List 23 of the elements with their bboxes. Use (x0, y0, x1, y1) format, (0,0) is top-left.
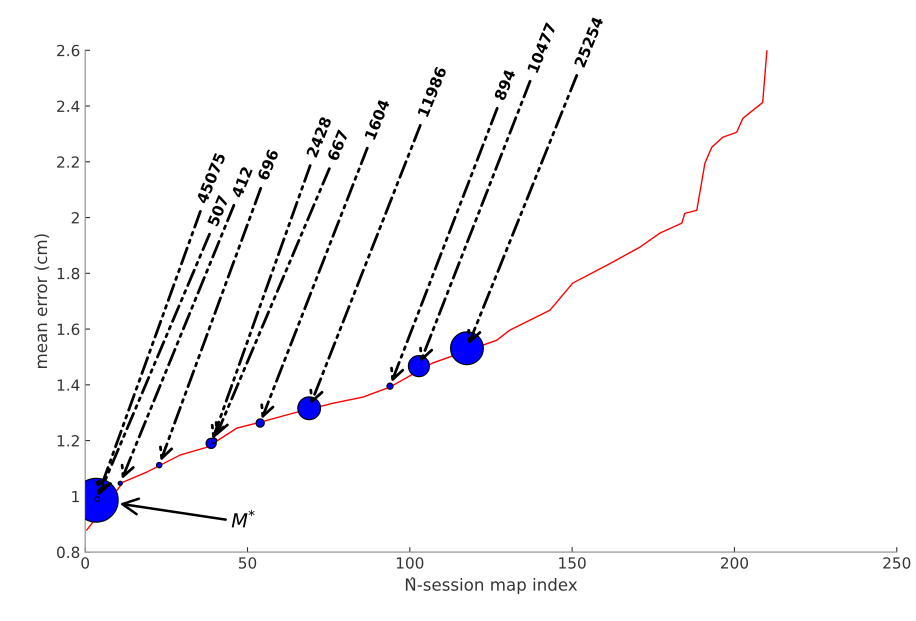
y-axis-title: mean error (cm) (34, 234, 50, 368)
annotation: M$^{*}$ (232, 510, 255, 528)
y-tick-label: 2.4 (57, 100, 80, 112)
y-tick-label: 0.8 (57, 546, 80, 558)
x-tick-label: 50 (238, 557, 256, 569)
x-tick-label: 150 (559, 557, 586, 569)
y-tick-label: 1.4 (58, 379, 80, 391)
y-tick-label: 1.2 (58, 435, 79, 446)
x-tick-label: 0 (81, 557, 90, 569)
y-tick-label: 1 (72, 490, 79, 502)
y-tick-label: 1.8 (58, 268, 80, 280)
y-tick-label: 2 (72, 212, 79, 224)
y-tick-label: 1.6 (58, 324, 80, 336)
x-tick-label: 250 (883, 557, 910, 569)
x-tick-label: 100 (396, 557, 424, 569)
annotation: 412 (230, 166, 253, 198)
annotation: 1604 (364, 98, 390, 140)
y-tick-label: 2.2 (57, 156, 79, 168)
x-tick-label: 200 (720, 557, 748, 569)
y-tick-label: 2.6 (57, 44, 80, 56)
annotation: 894 (494, 68, 516, 101)
x-axis-title: N̂-session map index (406, 577, 578, 594)
annotation: 696 (256, 148, 279, 181)
